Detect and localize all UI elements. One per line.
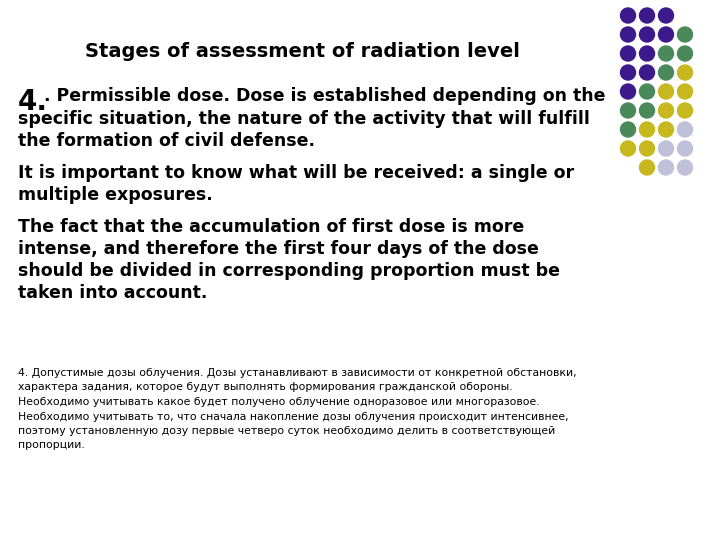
Ellipse shape [678, 84, 693, 99]
Text: Stages of assessment of radiation level: Stages of assessment of radiation level [85, 42, 520, 61]
Text: поэтому установленную дозу первые четверо суток необходимо делить в соответствую: поэтому установленную дозу первые четвер… [18, 426, 555, 436]
Ellipse shape [659, 65, 673, 80]
Ellipse shape [678, 46, 693, 61]
Ellipse shape [678, 160, 693, 175]
Ellipse shape [639, 8, 654, 23]
Ellipse shape [678, 65, 693, 80]
Text: . Permissible dose. Dose is established depending on the: . Permissible dose. Dose is established … [44, 87, 606, 105]
Ellipse shape [621, 122, 636, 137]
Text: характера задания, которое будут выполнять формирования гражданской обороны.: характера задания, которое будут выполня… [18, 382, 513, 393]
Ellipse shape [639, 103, 654, 118]
Ellipse shape [678, 141, 693, 156]
Text: Необходимо учитывать какое будет получено облучение одноразовое или многоразовое: Необходимо учитывать какое будет получен… [18, 397, 539, 407]
Ellipse shape [659, 46, 673, 61]
Ellipse shape [659, 160, 673, 175]
Ellipse shape [621, 103, 636, 118]
Ellipse shape [639, 160, 654, 175]
Ellipse shape [621, 27, 636, 42]
Text: the formation of civil defense.: the formation of civil defense. [18, 132, 315, 150]
Ellipse shape [659, 84, 673, 99]
Text: specific situation, the nature of the activity that will fulfill: specific situation, the nature of the ac… [18, 110, 590, 128]
Ellipse shape [678, 103, 693, 118]
Ellipse shape [639, 141, 654, 156]
Text: The fact that the accumulation of first dose is more: The fact that the accumulation of first … [18, 218, 524, 236]
Ellipse shape [659, 122, 673, 137]
Text: taken into account.: taken into account. [18, 284, 207, 302]
Text: It is important to know what will be received: a single or: It is important to know what will be rec… [18, 164, 574, 182]
Ellipse shape [621, 141, 636, 156]
Ellipse shape [639, 122, 654, 137]
Ellipse shape [678, 122, 693, 137]
Ellipse shape [659, 8, 673, 23]
Ellipse shape [659, 103, 673, 118]
Ellipse shape [621, 8, 636, 23]
Ellipse shape [659, 27, 673, 42]
Ellipse shape [639, 84, 654, 99]
Text: 4. Допустимые дозы облучения. Дозы устанавливают в зависимости от конкретной обс: 4. Допустимые дозы облучения. Дозы устан… [18, 368, 577, 378]
Ellipse shape [639, 46, 654, 61]
Ellipse shape [621, 84, 636, 99]
Ellipse shape [621, 65, 636, 80]
Ellipse shape [639, 27, 654, 42]
Ellipse shape [639, 65, 654, 80]
Text: should be divided in corresponding proportion must be: should be divided in corresponding propo… [18, 262, 560, 280]
Text: пропорции.: пропорции. [18, 441, 85, 450]
Ellipse shape [678, 27, 693, 42]
Text: multiple exposures.: multiple exposures. [18, 186, 212, 204]
Ellipse shape [621, 46, 636, 61]
Text: intense, and therefore the first four days of the dose: intense, and therefore the first four da… [18, 240, 539, 258]
Ellipse shape [659, 141, 673, 156]
Text: 4.: 4. [18, 88, 48, 116]
Text: Необходимо учитывать то, что сначала накопление дозы облучения происходит интенс: Необходимо учитывать то, что сначала нак… [18, 411, 569, 422]
